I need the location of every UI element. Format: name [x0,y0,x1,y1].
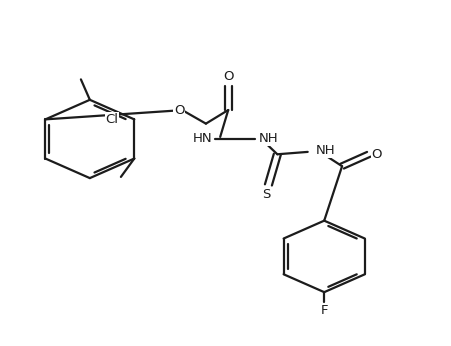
Text: Cl: Cl [106,113,119,126]
Text: HN: HN [193,133,212,145]
Text: NH: NH [258,133,278,145]
Text: O: O [222,70,233,83]
Text: O: O [371,148,381,161]
Text: NH: NH [315,144,334,157]
Text: F: F [320,304,327,317]
Text: O: O [174,103,184,117]
Text: S: S [262,188,270,201]
